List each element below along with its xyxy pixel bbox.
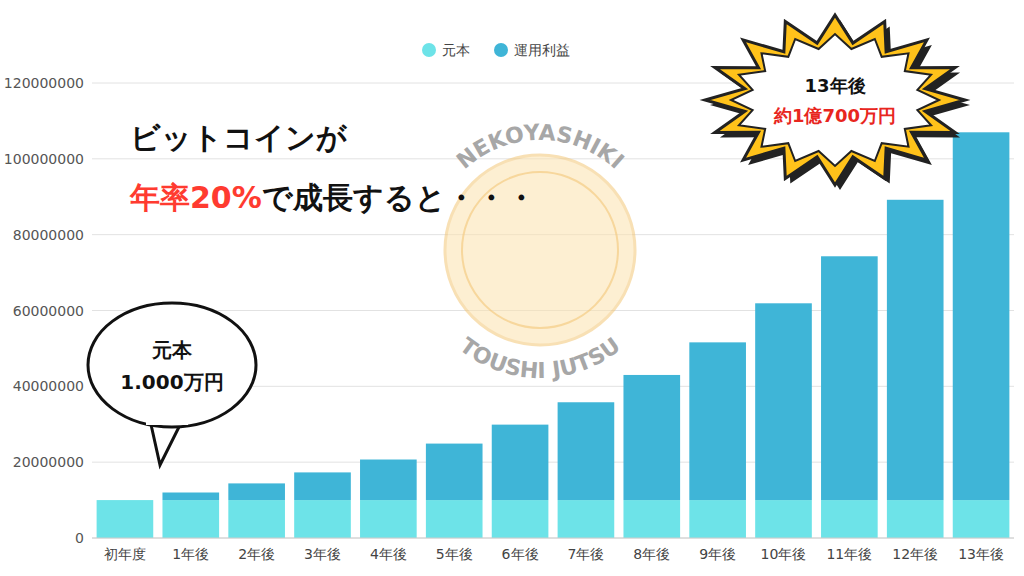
- bar: [755, 303, 812, 500]
- bar: [558, 402, 615, 500]
- watermark-text: TOUSHI JUTSU: [455, 333, 624, 384]
- chart: 0 20000000 40000000 60000000 80000000 1000000…: [0, 0, 1024, 576]
- bar: [492, 425, 549, 500]
- bar: [887, 200, 944, 500]
- bar: [97, 500, 154, 501]
- annotation: 約1億700万円: [773, 105, 896, 126]
- y-tick-label: 20000000: [13, 454, 84, 470]
- x-tick-label: 1年後: [172, 546, 209, 562]
- y-tick-label: 100000000: [4, 151, 84, 167]
- bar: [228, 500, 285, 538]
- starburst-inner: [731, 34, 939, 166]
- bar: [426, 500, 483, 538]
- y-tick-label: 60000000: [13, 303, 84, 319]
- bar: [162, 493, 219, 501]
- bar: [953, 500, 1010, 538]
- starburst: [705, 15, 965, 185]
- annotation: 13年後: [804, 75, 865, 96]
- bar: [492, 500, 549, 538]
- x-axis-line: [92, 538, 1014, 539]
- bar: [360, 460, 417, 501]
- y-tick-label: 40000000: [13, 378, 84, 394]
- x-tick-label: 9年後: [699, 546, 736, 562]
- x-tick-label: 3年後: [304, 546, 341, 562]
- annotation: 元本: [151, 338, 193, 362]
- x-tick-label: 初年度: [104, 546, 146, 562]
- x-tick-label: 10年後: [761, 546, 807, 562]
- bar: [623, 375, 680, 500]
- bar: [162, 500, 219, 538]
- bar: [360, 500, 417, 538]
- legend-swatch: [494, 43, 508, 57]
- legend-label: 運用利益: [514, 42, 570, 58]
- y-tick-label: 80000000: [13, 227, 84, 243]
- bar: [821, 500, 878, 538]
- bar: [887, 500, 944, 538]
- y-tick-label: 0: [75, 530, 84, 546]
- bar: [558, 500, 615, 538]
- subtitle: 年率20%で成長すると・・・: [129, 180, 536, 215]
- x-tick-label: 5年後: [436, 546, 473, 562]
- grid-line: [92, 538, 1014, 539]
- watermark-text: TOUSHI JUTSU: [455, 333, 624, 384]
- bar: [97, 500, 154, 538]
- legend-swatch: [422, 43, 436, 57]
- watermark-text: NEKOYASHIKI: [452, 120, 629, 174]
- bar: [821, 256, 878, 500]
- legend-label: 元本: [442, 42, 470, 58]
- x-tick-label: 6年後: [502, 546, 539, 562]
- bar: [426, 444, 483, 500]
- y-tick-label: 120000000: [4, 75, 84, 91]
- watermark: NEKOYASHIKI TOUSHI JUTSU: [445, 120, 635, 384]
- bar: [755, 500, 812, 538]
- bar: [228, 483, 285, 500]
- x-tick-label: 7年後: [567, 546, 604, 562]
- bubble-joint: [146, 413, 188, 425]
- watermark-text: NEKOYASHIKI: [452, 120, 629, 174]
- bubble: [88, 303, 256, 427]
- x-tick-label: 4年後: [370, 546, 407, 562]
- bar: [294, 472, 351, 500]
- bar: [623, 500, 680, 538]
- annotation: 1.000万円: [120, 370, 223, 394]
- x-tick-label: 2年後: [238, 546, 275, 562]
- bar: [689, 500, 746, 538]
- background: [0, 0, 1024, 576]
- subtitle-part: で成長すると・・・: [262, 180, 536, 215]
- title: ビットコインが: [130, 120, 348, 155]
- x-tick-label: 13年後: [958, 546, 1004, 562]
- bar: [953, 132, 1010, 500]
- bar: [294, 500, 351, 538]
- x-tick-label: 12年後: [892, 546, 938, 562]
- x-tick-label: 8年後: [633, 546, 670, 562]
- legend: 元本 運用利益: [422, 42, 570, 58]
- bar: [689, 342, 746, 500]
- x-tick-label: 11年後: [826, 546, 872, 562]
- subtitle-part: 年率20%: [129, 180, 262, 215]
